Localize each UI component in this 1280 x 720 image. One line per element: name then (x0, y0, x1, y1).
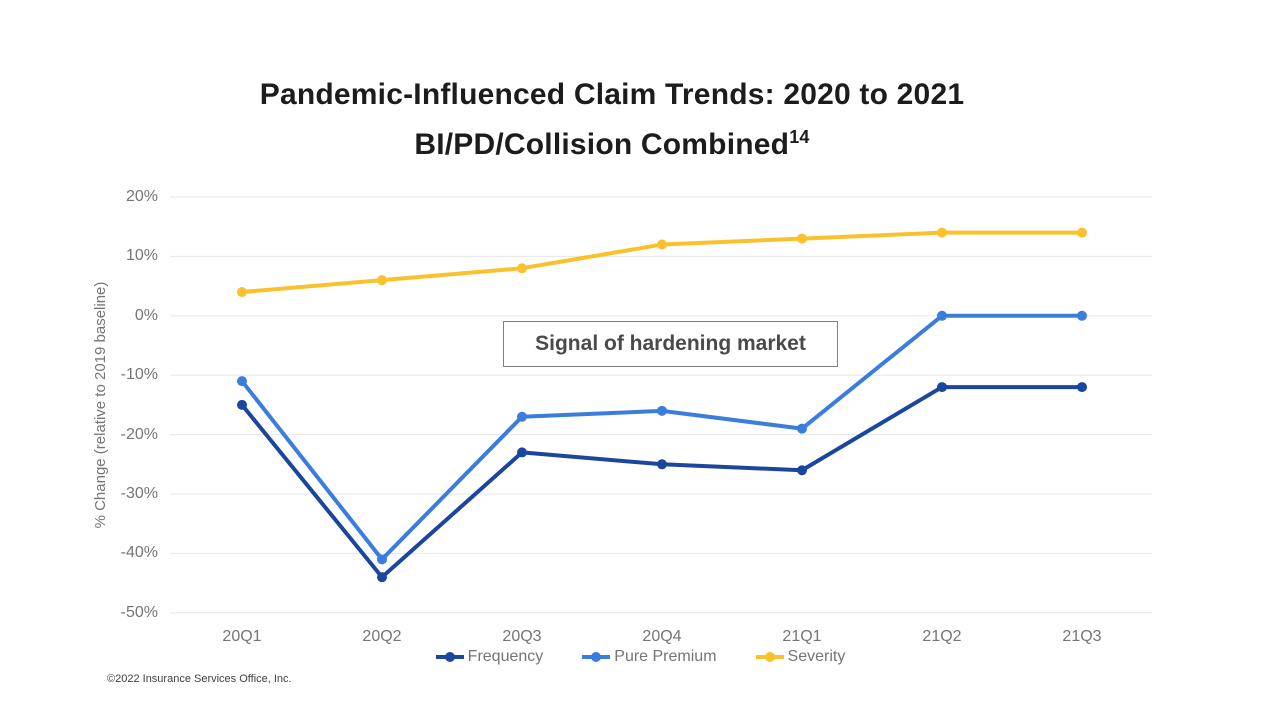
data-point (237, 376, 247, 387)
chart-title: Pandemic-Influenced Claim Trends: 2020 t… (0, 74, 1224, 166)
data-point (1077, 310, 1087, 321)
data-point (797, 423, 807, 434)
x-axis-tick-label: 21Q2 (922, 628, 962, 645)
legend-marker-icon (435, 652, 464, 662)
chart-title-line1: Pandemic-Influenced Claim Trends: 2020 t… (259, 78, 965, 111)
y-axis-tick-label: 10% (125, 247, 158, 265)
x-axis-tick-label: 21Q3 (1062, 628, 1102, 645)
chart-title-footnote-ref: 14 (789, 127, 810, 147)
y-axis-tick-label: -50% (120, 603, 158, 621)
data-point (657, 405, 667, 416)
data-point (377, 554, 387, 565)
y-axis-tick-label: -40% (120, 544, 158, 562)
data-point (657, 459, 667, 470)
data-point (1077, 382, 1087, 393)
data-point (517, 411, 527, 422)
y-axis-tick-label: 0% (134, 306, 158, 324)
y-axis-tick-label: -20% (120, 425, 158, 443)
annotation-text: Signal of hardening market (535, 332, 806, 355)
data-point (937, 382, 947, 393)
legend-item-pure-premium: Pure Premium (581, 648, 717, 666)
x-axis-tick-label: 20Q1 (222, 628, 262, 645)
legend-label: Severity (787, 648, 846, 665)
data-point (377, 572, 387, 583)
legend-label: Frequency (467, 648, 544, 665)
annotation-box: Signal of hardening market (503, 321, 838, 367)
data-point (237, 287, 247, 298)
data-point (517, 447, 527, 458)
data-point (237, 399, 247, 410)
copyright-text: ©2022 Insurance Services Office, Inc. (107, 673, 292, 685)
legend-label: Pure Premium (614, 648, 717, 665)
data-point (937, 227, 947, 238)
legend-item-frequency: Frequency (435, 648, 544, 666)
x-axis-tick-label: 20Q2 (362, 628, 402, 645)
legend-item-severity: Severity (755, 648, 846, 666)
x-axis-tick-label: 21Q1 (782, 628, 822, 645)
data-point (1077, 227, 1087, 238)
x-axis-tick-label: 20Q3 (502, 628, 542, 645)
data-point (377, 275, 387, 286)
y-axis-tick-label: -30% (120, 485, 158, 502)
data-point (797, 233, 807, 244)
data-point (797, 465, 807, 476)
chart-legend: Frequency Pure Premium Severity (0, 646, 1280, 668)
data-point (657, 239, 667, 250)
data-point (517, 263, 527, 274)
y-axis-tick-label: -10% (120, 366, 158, 384)
y-axis-tick-label: 20% (125, 188, 158, 205)
legend-marker-icon (582, 652, 611, 662)
data-point (937, 310, 947, 321)
chart-title-line2: BI/PD/Collision Combined (414, 128, 790, 161)
x-axis-tick-label: 20Q4 (642, 628, 682, 645)
legend-marker-icon (755, 652, 784, 662)
